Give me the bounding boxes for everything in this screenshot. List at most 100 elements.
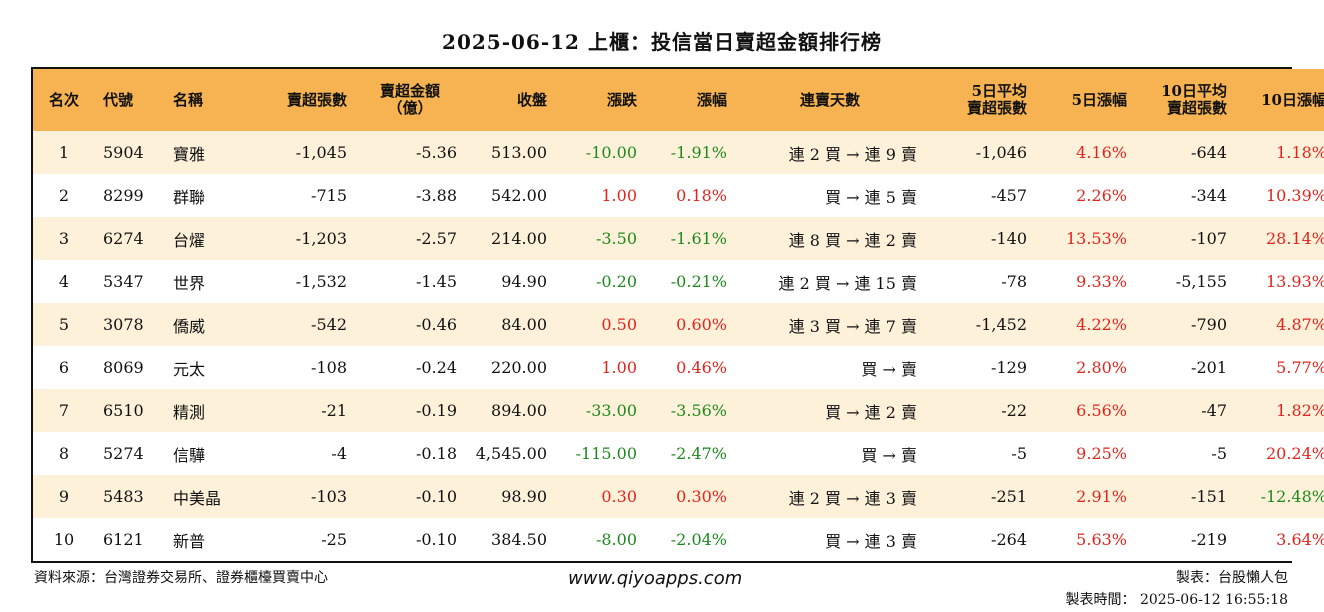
table-cell: -0.46	[415, 315, 457, 334]
table-cell: -0.19	[415, 401, 457, 420]
table-row: 6 8069 元太 -108 -0.24 220.00 1.00 0.46% 買 → 賣 -129…	[33, 346, 1324, 389]
table-row: 7 6510 精測 -21 -0.19 894.00 -33.00 -3.56% 買 → 連 2…	[33, 389, 1324, 432]
table-cell: 信驊	[173, 445, 206, 465]
table-cell: 894.00	[491, 401, 547, 420]
column-header: 賣超張數	[286, 90, 347, 109]
column-header: 5日平均 賣超張數	[966, 82, 1027, 117]
table-cell: 世界	[173, 273, 206, 293]
data-source-note: 資料來源：台灣證券交易所、證券櫃檯買賣中心	[34, 570, 328, 586]
table-cell: -0.20	[595, 272, 637, 291]
table-cell: 4.16%	[1076, 143, 1127, 162]
table-cell: 1	[58, 143, 70, 162]
table-cell: -25	[321, 530, 347, 549]
table-cell: -344	[1191, 186, 1227, 205]
table-cell: -5	[1211, 444, 1227, 463]
table-cell: 10	[53, 530, 75, 549]
column-header: 名次	[48, 90, 79, 109]
table-cell: 0.18%	[676, 186, 727, 205]
column-header: 名稱	[173, 90, 204, 109]
table-cell: -0.10	[415, 487, 457, 506]
table-cell: 7	[58, 401, 70, 420]
table-cell: 384.50	[491, 530, 547, 549]
table-cell: 1.00	[601, 358, 637, 377]
table-cell: -21	[321, 401, 347, 420]
table-cell: 8299	[103, 186, 144, 205]
table-cell: -2.57	[415, 229, 457, 248]
table-cell: 精測	[173, 402, 206, 422]
table-cell: -542	[311, 315, 347, 334]
table-cell: 4	[58, 272, 70, 291]
table-cell: -0.21%	[670, 272, 727, 291]
table-cell: 群聯	[173, 187, 206, 207]
column-header: 10日平均 賣超張數	[1161, 82, 1227, 117]
table-row: 10 6121 新普 -25 -0.10 384.50 -8.00 -2.04% 買 → 連 3…	[33, 518, 1324, 561]
table-cell: 連 2 買 → 連 9 賣	[788, 144, 917, 164]
maker-note: 製表：台股懶人包	[1176, 570, 1288, 586]
table-cell: -47	[1201, 401, 1227, 420]
table-cell: 2	[58, 186, 70, 205]
table-cell: -1.45	[415, 272, 457, 291]
table-cell: 3.64%	[1276, 530, 1324, 549]
column-header: 收盤	[516, 90, 547, 109]
table-cell: 台燿	[173, 230, 206, 250]
column-header: 漲幅	[696, 90, 727, 109]
table-cell: -4	[331, 444, 347, 463]
table-cell: 3078	[103, 315, 144, 334]
table-cell: 連 8 買 → 連 2 賣	[788, 230, 917, 250]
table-cell: 513.00	[491, 143, 547, 162]
table-cell: 10.39%	[1265, 186, 1324, 205]
table-cell: 5	[58, 315, 70, 334]
table-cell: 新普	[173, 531, 206, 551]
table-cell: 5274	[103, 444, 144, 463]
table-cell: 2.80%	[1076, 358, 1127, 377]
table-cell: -457	[991, 186, 1027, 205]
table-cell: -219	[1191, 530, 1227, 549]
table-row: 4 5347 世界 -1,532 -1.45 94.90 -0.20 -0.21% 連 2 買 …	[33, 260, 1324, 303]
table-cell: -10.00	[585, 143, 637, 162]
table-cell: -0.18	[415, 444, 457, 463]
table-row: 5 3078 僑威 -542 -0.46 84.00 0.50 0.60% 連 3 買 → 連 …	[33, 303, 1324, 346]
table-cell: 6	[58, 358, 70, 377]
ranking-table: 名次 代號 名稱 賣超張數 賣超金額 （億） 收盤 漲跌 漲幅 連賣天數 5日平均 賣超張數 5日漲…	[31, 67, 1324, 563]
table-cell: 84.00	[501, 315, 547, 334]
table-cell: -1,452	[975, 315, 1027, 334]
table-cell: 20.24%	[1265, 444, 1324, 463]
table-cell: -0.10	[415, 530, 457, 549]
table-cell: -790	[1191, 315, 1227, 334]
table-cell: 5483	[103, 487, 144, 506]
table-cell: 6510	[103, 401, 144, 420]
table-cell: -3.88	[415, 186, 457, 205]
table-cell: 4.22%	[1076, 315, 1127, 334]
table-cell: 8069	[103, 358, 144, 377]
table-cell: -140	[991, 229, 1027, 248]
table-cell: 6.56%	[1076, 401, 1127, 420]
table-cell: -22	[1001, 401, 1027, 420]
table-cell: 5904	[103, 143, 144, 162]
table-cell: 0.50	[601, 315, 637, 334]
table-cell: 5.77%	[1276, 358, 1324, 377]
table-cell: 0.30	[601, 487, 637, 506]
table-cell: -3.50	[595, 229, 637, 248]
table-row: 3 6274 台燿 -1,203 -2.57 214.00 -3.50 -1.61% 連 8 買…	[33, 217, 1324, 260]
table-cell: 28.14%	[1265, 229, 1324, 248]
table-cell: 連 2 買 → 連 3 賣	[788, 488, 917, 508]
table-cell: -3.56%	[670, 401, 727, 420]
table-cell: 542.00	[491, 186, 547, 205]
table-row: 1 5904 寶雅 -1,045 -5.36 513.00 -10.00 -1.91% 連 2 …	[33, 131, 1324, 174]
table-cell: 2.26%	[1076, 186, 1127, 205]
table-cell: -1,045	[295, 143, 347, 162]
table-cell: -115.00	[575, 444, 637, 463]
table-cell: 2.91%	[1076, 487, 1127, 506]
table-cell: 4,545.00	[475, 444, 547, 463]
table-body: 1 5904 寶雅 -1,045 -5.36 513.00 -10.00 -1.91% 連 2 …	[33, 131, 1324, 561]
table-row: 9 5483 中美晶 -103 -0.10 98.90 0.30 0.30% 連 2 買 → 連…	[33, 475, 1324, 518]
table-cell: 9	[58, 487, 70, 506]
table-cell: 0.46%	[676, 358, 727, 377]
table-cell: -1.91%	[670, 143, 727, 162]
table-cell: 0.60%	[676, 315, 727, 334]
table-cell: 8	[58, 444, 70, 463]
table-cell: -107	[1191, 229, 1227, 248]
table-cell: 僑威	[173, 316, 206, 336]
table-cell: 13.93%	[1265, 272, 1324, 291]
table-cell: 13.53%	[1065, 229, 1127, 248]
